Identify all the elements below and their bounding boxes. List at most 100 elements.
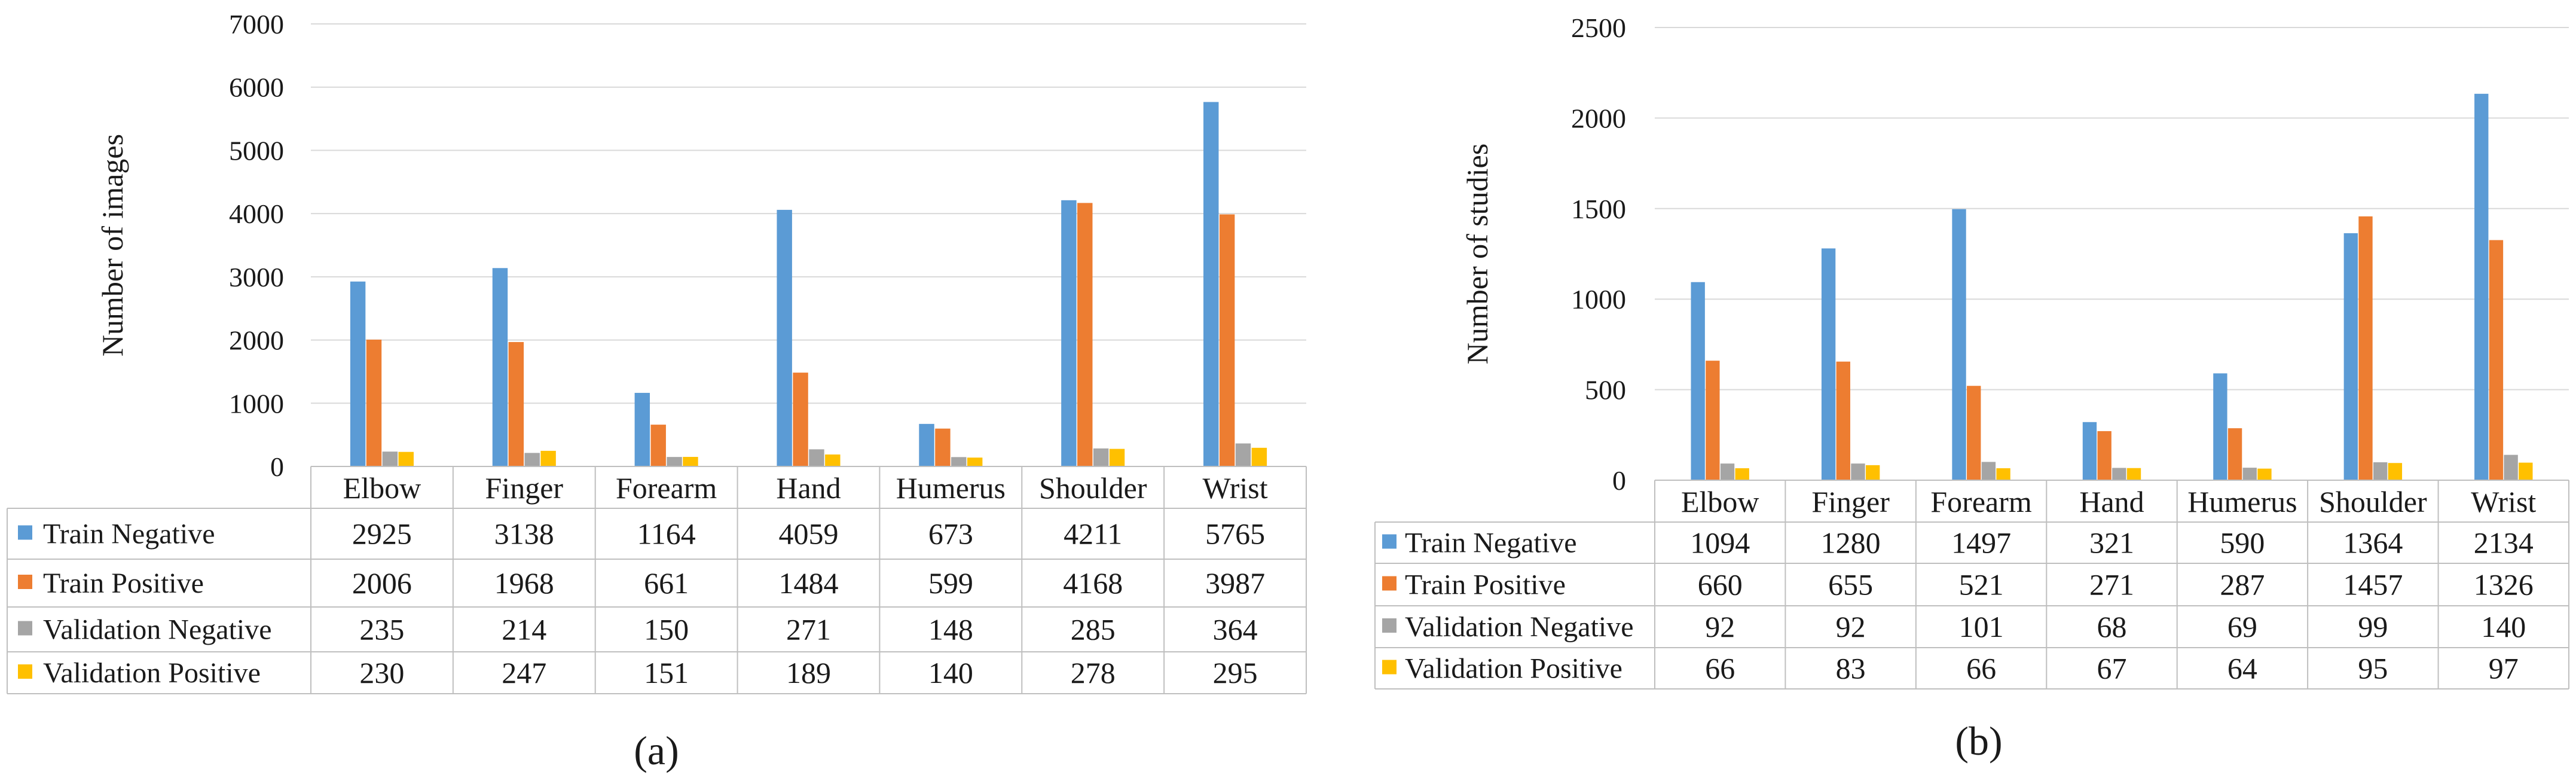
bar-validation-positive-elbow bbox=[398, 451, 414, 466]
y-tick-label: 2500 bbox=[1571, 13, 1626, 43]
bar-validation-positive-elbow bbox=[1735, 468, 1749, 480]
y-tick-label: 6000 bbox=[229, 72, 284, 103]
data-label: 140 bbox=[2481, 610, 2526, 643]
category-label: Wrist bbox=[1203, 471, 1268, 505]
data-label: 95 bbox=[2358, 652, 2388, 685]
legend-swatch bbox=[1382, 534, 1397, 549]
legend-label: Validation Positive bbox=[43, 657, 261, 689]
y-tick-label: 7000 bbox=[229, 9, 284, 39]
category-label: Shoulder bbox=[2319, 485, 2427, 518]
data-label: 67 bbox=[2097, 652, 2127, 685]
bar-validation-negative-elbow bbox=[382, 451, 398, 466]
bar-train-negative-hand bbox=[777, 209, 792, 466]
data-label: 66 bbox=[1705, 652, 1735, 685]
category-label: Hand bbox=[2079, 485, 2144, 518]
data-label: 92 bbox=[1705, 610, 1735, 643]
data-label: 66 bbox=[1966, 652, 1996, 685]
data-label: 230 bbox=[359, 656, 404, 690]
legend-label: Validation Negative bbox=[1405, 611, 1634, 643]
bar-train-positive-shoulder bbox=[2358, 216, 2373, 480]
data-label: 1497 bbox=[1951, 526, 2011, 560]
category-label: Forearm bbox=[1930, 485, 2031, 518]
data-label: 101 bbox=[1959, 610, 2004, 643]
legend-label: Train Positive bbox=[43, 568, 204, 599]
data-label: 4211 bbox=[1064, 517, 1122, 551]
bar-train-negative-humerus bbox=[2213, 373, 2227, 480]
bar-validation-negative-shoulder bbox=[1093, 448, 1109, 466]
category-label: Wrist bbox=[2471, 485, 2536, 518]
y-tick-label: 2000 bbox=[1571, 103, 1626, 133]
data-label: 2134 bbox=[2474, 526, 2534, 560]
chart-a: 0 1000 2000 3000 4000 5000 6000 7000 Number of i… bbox=[7, 9, 1307, 773]
category-label: Finger bbox=[1811, 485, 1890, 518]
legend-label: Validation Positive bbox=[1405, 653, 1622, 685]
legend-swatch bbox=[18, 575, 32, 589]
bar-validation-negative-wrist bbox=[1235, 443, 1251, 466]
bar-train-positive-forearm bbox=[1967, 386, 1981, 480]
data-label: 278 bbox=[1071, 656, 1116, 690]
data-label: 3138 bbox=[494, 517, 554, 551]
category-label: Humerus bbox=[2187, 485, 2297, 518]
bar-validation-negative-humerus bbox=[2242, 468, 2257, 480]
bar-train-negative-finger bbox=[492, 268, 508, 466]
bar-train-positive-hand bbox=[2097, 431, 2111, 480]
data-label: 1457 bbox=[2343, 568, 2403, 602]
bar-train-negative-humerus bbox=[919, 423, 934, 466]
bar-validation-positive-shoulder bbox=[1109, 449, 1125, 466]
data-label: 590 bbox=[2220, 526, 2265, 560]
legend-label: Train Negative bbox=[43, 518, 215, 550]
data-label: 287 bbox=[2220, 568, 2265, 602]
data-label: 5765 bbox=[1205, 517, 1265, 551]
category-label: Hand bbox=[776, 471, 841, 505]
data-label: 1280 bbox=[1821, 526, 1881, 560]
bar-validation-positive-forearm bbox=[683, 457, 698, 466]
bar-validation-negative-finger bbox=[1851, 463, 1865, 480]
bar-validation-positive-finger bbox=[540, 450, 556, 466]
data-label: 1968 bbox=[494, 566, 554, 600]
data-label: 521 bbox=[1959, 568, 2004, 602]
bar-train-positive-elbow bbox=[366, 339, 382, 466]
bar-train-positive-wrist bbox=[2489, 240, 2504, 480]
y-tick-label: 500 bbox=[1585, 375, 1626, 405]
data-label: 151 bbox=[644, 656, 689, 690]
y-tick-label: 0 bbox=[1612, 465, 1626, 496]
bar-train-negative-elbow bbox=[350, 281, 366, 466]
data-label: 148 bbox=[928, 613, 973, 646]
data-label: 97 bbox=[2489, 652, 2519, 685]
y-axis-title: Number of studies bbox=[1460, 144, 1494, 364]
data-label: 92 bbox=[1836, 610, 1866, 643]
category-label: Elbow bbox=[1681, 485, 1759, 518]
data-label: 1164 bbox=[637, 517, 696, 551]
data-label: 271 bbox=[786, 613, 831, 646]
legend-swatch bbox=[1382, 660, 1397, 675]
bar-train-positive-finger bbox=[508, 341, 524, 466]
bar-train-negative-forearm bbox=[634, 392, 650, 466]
bar-validation-negative-elbow bbox=[1720, 463, 1735, 480]
y-tick-label: 1000 bbox=[229, 388, 284, 419]
data-label: 655 bbox=[1828, 568, 1873, 602]
y-tick-label: 1000 bbox=[1571, 284, 1626, 315]
data-label: 1364 bbox=[2343, 526, 2403, 560]
category-label: Forearm bbox=[616, 471, 717, 505]
data-label: 247 bbox=[502, 656, 546, 690]
data-label: 673 bbox=[928, 517, 973, 551]
bar-validation-positive-hand bbox=[825, 454, 841, 466]
category-label: Elbow bbox=[343, 471, 421, 505]
bar-train-negative-finger bbox=[1821, 248, 1836, 480]
data-label: 140 bbox=[928, 656, 973, 690]
bar-train-positive-wrist bbox=[1219, 214, 1235, 466]
y-tick-label: 3000 bbox=[229, 262, 284, 292]
bar-train-negative-wrist bbox=[2474, 93, 2489, 480]
data-label: 321 bbox=[2089, 526, 2134, 560]
bar-validation-positive-humerus bbox=[2257, 468, 2272, 480]
data-label: 150 bbox=[644, 613, 689, 646]
data-label: 189 bbox=[786, 656, 831, 690]
bar-train-positive-hand bbox=[793, 373, 808, 466]
data-label: 83 bbox=[1836, 652, 1866, 685]
data-label: 285 bbox=[1071, 613, 1116, 646]
category-label: Humerus bbox=[896, 471, 1006, 505]
bar-validation-positive-wrist bbox=[2519, 462, 2533, 480]
data-label: 235 bbox=[359, 613, 404, 646]
data-label: 1094 bbox=[1690, 526, 1750, 560]
panel-caption: (b) bbox=[1955, 718, 2002, 764]
